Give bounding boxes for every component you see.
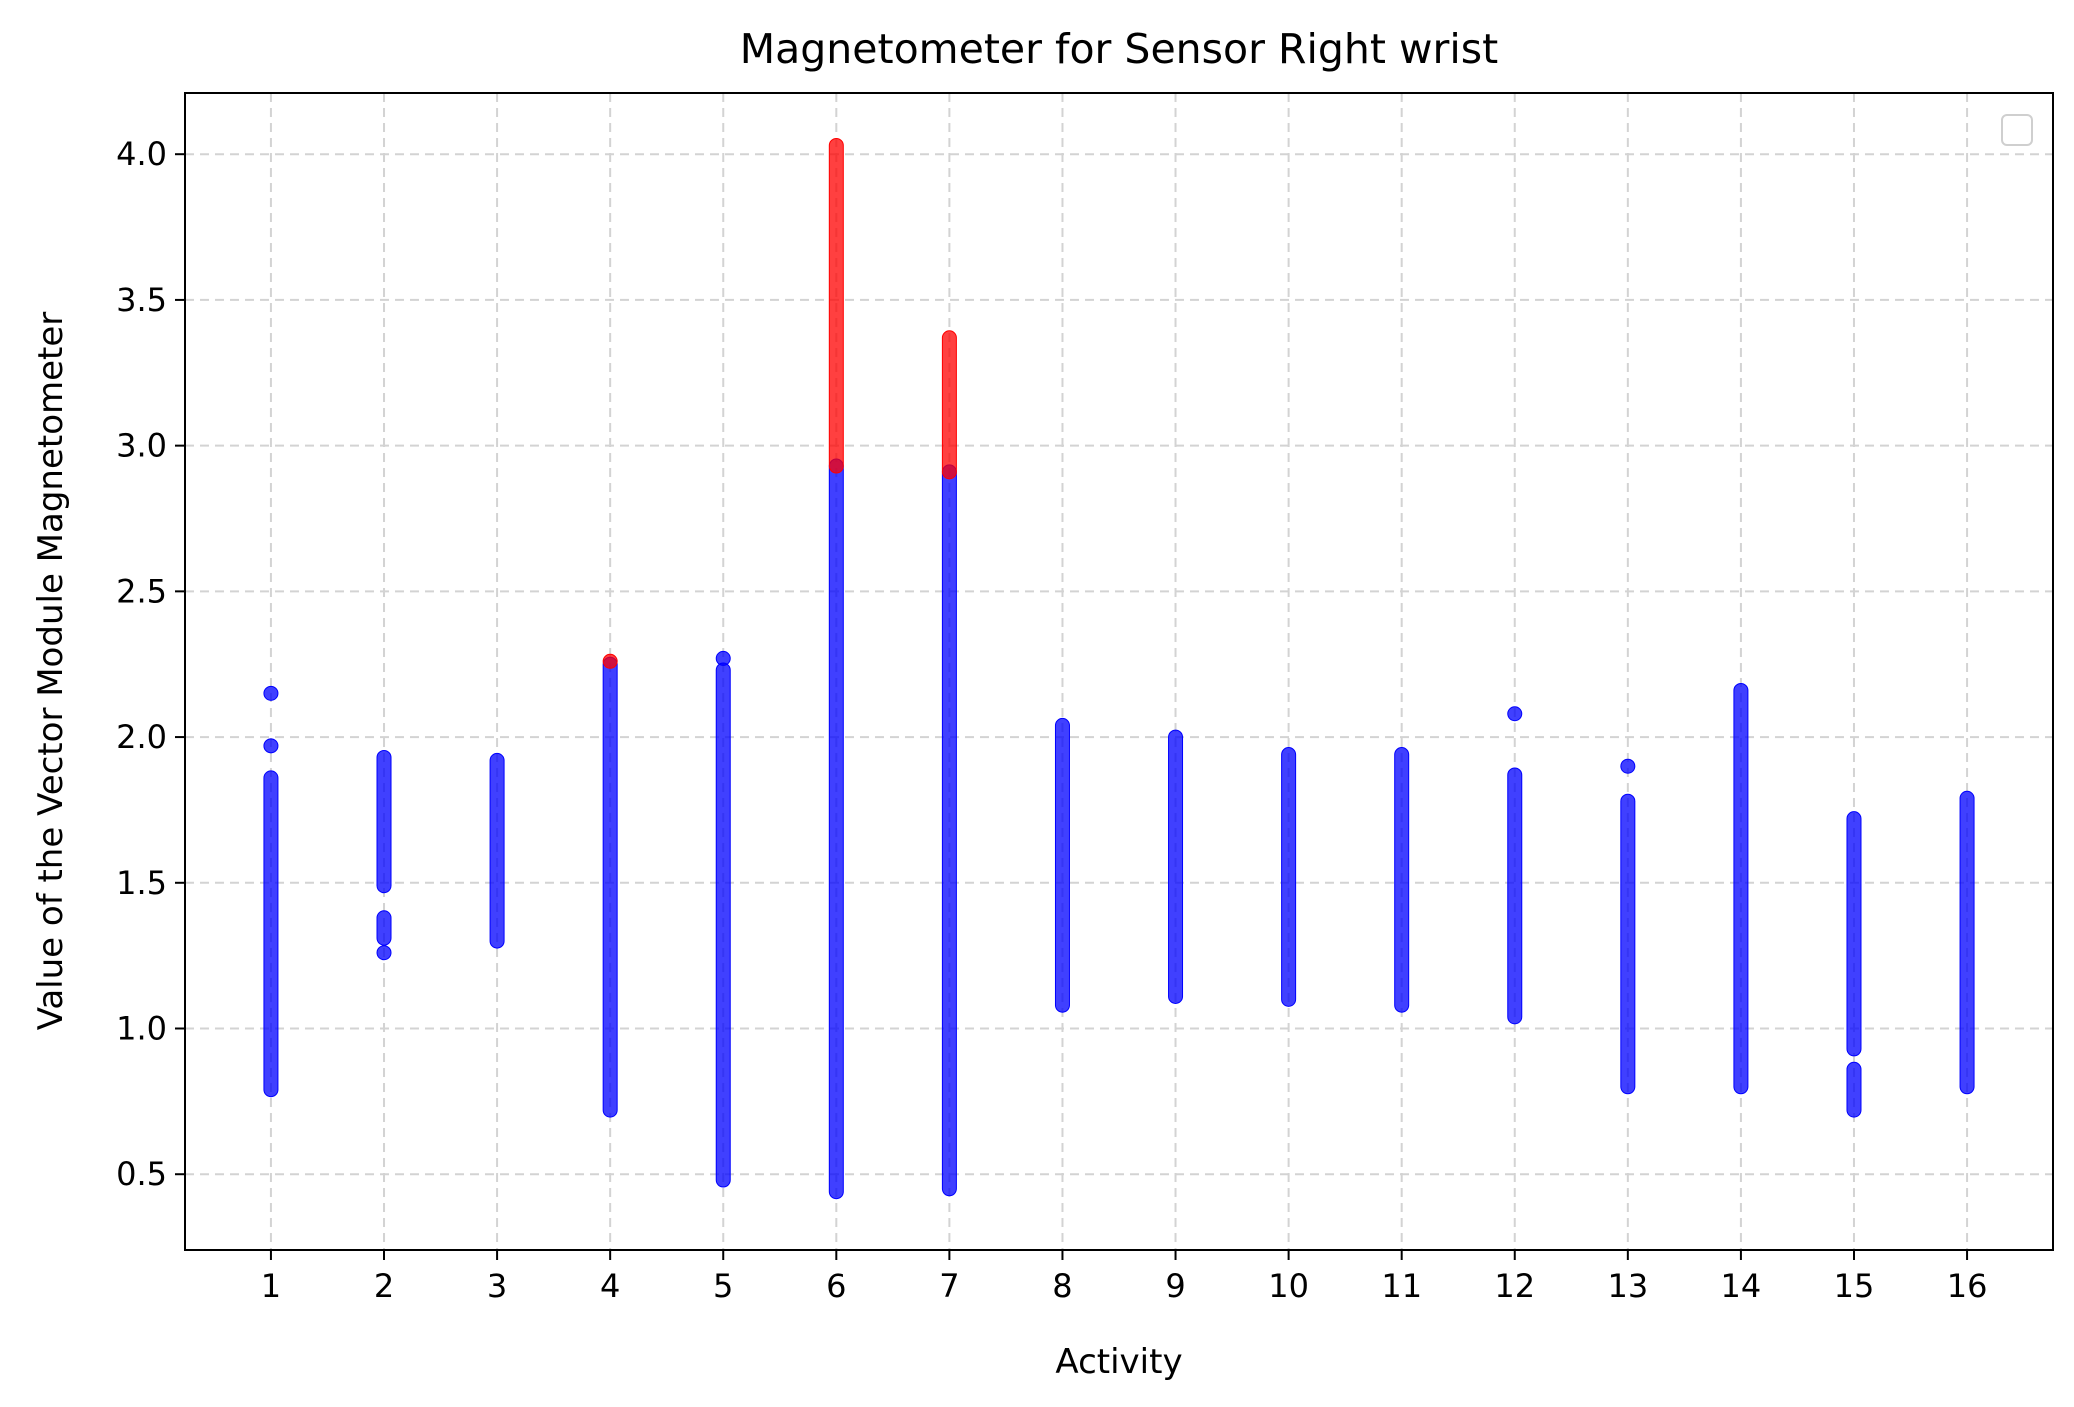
x-tick-label: 16 — [1947, 1267, 1988, 1305]
scatter-point — [715, 650, 731, 666]
scatter-point — [263, 738, 279, 754]
scatter-point-column — [1054, 717, 1070, 1013]
x-tick-label: 11 — [1381, 1267, 1422, 1305]
scatter-point-column — [1507, 767, 1523, 1025]
scatter-point-column — [1281, 747, 1297, 1007]
x-tick-label: 13 — [1607, 1267, 1648, 1305]
legend — [2001, 114, 2033, 146]
scatter-point-column — [376, 910, 392, 946]
scatter-point-column — [376, 749, 392, 894]
y-axis-label: Value of the Vector Module Magnetometer — [31, 312, 71, 1031]
x-tick-label: 10 — [1268, 1267, 1309, 1305]
y-tick-label: 4.0 — [116, 135, 167, 173]
scatter-point-column — [602, 656, 618, 1118]
scatter-point-column — [715, 662, 731, 1188]
x-tick-label: 14 — [1721, 1267, 1762, 1305]
scatter-point-column — [1846, 811, 1862, 1057]
scatter-point — [263, 685, 279, 701]
x-tick-label: 5 — [713, 1267, 733, 1305]
x-axis-label: Activity — [1055, 1342, 1182, 1382]
scatter-point — [1507, 706, 1523, 722]
scatter-point-column — [1733, 682, 1749, 1095]
x-tick-label: 3 — [487, 1267, 507, 1305]
x-tick-label: 12 — [1494, 1267, 1535, 1305]
scatter-point — [376, 945, 392, 961]
axis-ticks: 1 2 3 4 5 6 7 8 9 10 11 12 13 14 15 160.51.01.52.02.53.… — [116, 135, 1987, 1305]
y-tick-label: 2.0 — [116, 718, 167, 756]
scatter-point-column — [828, 137, 844, 474]
data-points — [263, 137, 1975, 1200]
y-tick-label: 1.5 — [116, 864, 167, 902]
scatter-point-column — [1620, 793, 1636, 1095]
scatter-point-column — [263, 770, 279, 1098]
scatter-point-column — [1959, 790, 1975, 1095]
x-tick-label: 6 — [826, 1267, 846, 1305]
legend-box — [2001, 114, 2033, 146]
scatter-point-column — [489, 752, 505, 949]
x-tick-label: 7 — [939, 1267, 959, 1305]
scatter-series — [602, 137, 957, 669]
scatter-point-column — [1168, 729, 1184, 1004]
y-tick-label: 3.0 — [116, 427, 167, 465]
scatter-point-column — [941, 464, 957, 1197]
plot-frame — [184, 92, 2054, 1251]
x-tick-label: 2 — [374, 1267, 394, 1305]
chart-title: Magnetometer for Sensor Right wrist — [740, 25, 1498, 73]
scatter-series — [263, 458, 1975, 1200]
y-tick-label: 3.5 — [116, 281, 167, 319]
scatter-point — [1620, 758, 1636, 774]
scatter-point — [602, 653, 618, 669]
scatter-point-column — [1846, 1061, 1862, 1118]
x-tick-label: 1 — [261, 1267, 281, 1305]
x-tick-label: 8 — [1052, 1267, 1072, 1305]
scatter-point-column — [1394, 747, 1410, 1013]
x-tick-label: 4 — [600, 1267, 620, 1305]
y-tick-label: 2.5 — [116, 572, 167, 610]
x-tick-label: 15 — [1834, 1267, 1875, 1305]
y-tick-label: 1.0 — [116, 1010, 167, 1048]
y-tick-label: 0.5 — [116, 1155, 167, 1193]
scatter-point-column — [828, 458, 844, 1200]
x-tick-label: 9 — [1165, 1267, 1185, 1305]
scatter-point-column — [941, 330, 957, 480]
